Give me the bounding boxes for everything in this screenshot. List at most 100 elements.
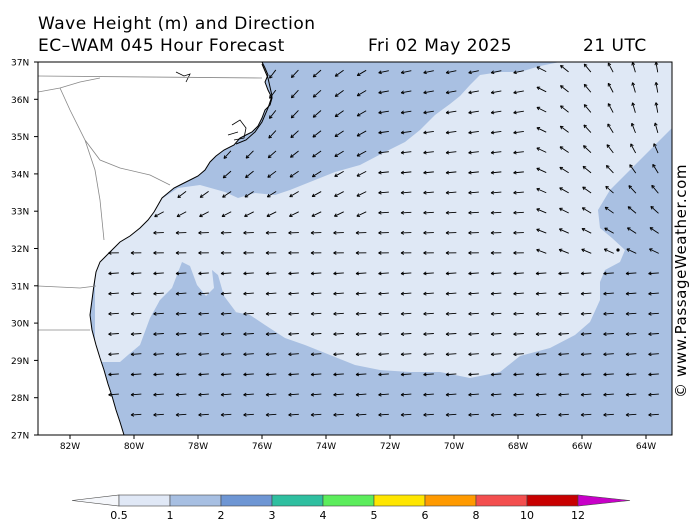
wave-arrow [651,184,659,194]
wave-arrow [558,332,569,336]
wave-arrow [513,90,524,95]
wave-arrow [513,372,524,377]
wave-arrow [288,392,299,397]
lat-label: 34N [11,170,29,180]
wave-arrow [468,392,479,397]
wave-arrow [290,110,299,119]
wave-arrow [581,248,592,254]
wave-arrow [356,150,367,157]
wave-arrow [267,150,277,159]
wave-arrow [513,311,524,316]
wave-arrow [289,170,299,178]
wave-arrow [243,230,254,235]
wave-arrow [445,110,457,115]
wave-arrow [490,352,502,357]
wave-arrow [468,372,479,377]
wave-arrow [583,145,592,154]
wave-arrow [130,352,142,357]
wave-arrow [153,412,164,417]
wave-arrow [603,271,614,276]
wave-arrow [627,206,637,214]
wave-arrow [536,127,547,133]
wave-arrow [176,211,187,218]
wave-arrow [356,69,367,77]
wave-arrow [535,352,547,357]
wave-arrow [220,392,232,397]
wave-arrow [334,130,344,138]
wave-arrow [580,271,592,276]
wave-arrow [558,311,569,316]
wave-arrow [582,165,592,174]
wave-arrow [513,170,524,175]
wave-arrow [607,123,614,133]
wave-arrow [378,90,389,95]
wave-arrow [625,372,637,377]
wave-arrow [423,271,434,276]
wave-arrow [220,250,232,255]
wave-arrow [356,211,367,217]
wave-arrow [648,332,659,336]
wave-arrow [108,392,119,397]
wave-arrow [290,150,299,158]
wave-arrow [220,332,232,336]
wave-arrow [580,412,592,417]
wave-arrow [198,291,209,296]
wave-arrow [220,372,232,377]
wave-arrow [333,230,344,235]
wave-arrow [153,311,164,316]
legend-swatch [322,494,375,507]
wave-arrow [648,392,659,397]
wave-arrow [559,146,569,153]
wave-arrow [468,352,479,357]
wave-arrow [445,271,457,276]
wave-arrow [625,311,637,316]
wave-arrow [513,210,524,215]
lon-label: 72W [380,442,400,452]
wave-arrow [333,392,344,397]
wave-arrow [378,352,389,357]
wave-arrow [220,412,232,417]
wave-arrow [265,412,277,417]
legend-label: 12 [571,509,585,522]
wave-arrow [198,352,209,357]
wave-arrow [604,227,614,234]
wave-arrow [423,291,434,296]
wave-arrow [130,372,142,377]
wave-arrow [288,372,299,377]
longitude-axis: 82W 80W 78W 76W 74W 72W 70W 68W 66W 64W [60,435,656,452]
wave-arrow [334,211,344,217]
wave-arrow [445,170,457,175]
sea-1-2m-tongue [150,262,236,320]
lon-label: 64W [636,442,656,452]
outer-banks [235,63,273,145]
lon-label: 66W [572,442,592,452]
wave-arrow [490,311,502,316]
wave-arrow [631,102,636,113]
wave-arrow [468,332,479,336]
lat-label: 29N [11,357,29,367]
wave-arrow [490,372,502,377]
wave-arrow [334,170,344,177]
wave-arrow [560,64,569,73]
wave-arrow [603,392,614,397]
wave-arrow [378,70,389,75]
wave-arrow [334,150,344,157]
wave-arrow [269,69,277,79]
wave-arrow [265,372,277,377]
wave-arrow [333,372,344,377]
wave-arrow [652,163,659,174]
wave-arrow [654,82,659,93]
wave-arrow [130,291,142,296]
wave-arrow [355,311,367,316]
wave-arrow [355,250,367,255]
wave-arrow [268,130,277,139]
wave-arrow [513,412,524,417]
state-borders [38,75,263,331]
legend-label: 6 [422,509,429,522]
legend-swatch [475,494,528,507]
wave-arrow [400,190,412,195]
wave-arrow [356,110,367,117]
wave-arrow [198,392,209,397]
wave-arrow [333,271,344,276]
wave-arrow [468,170,479,175]
